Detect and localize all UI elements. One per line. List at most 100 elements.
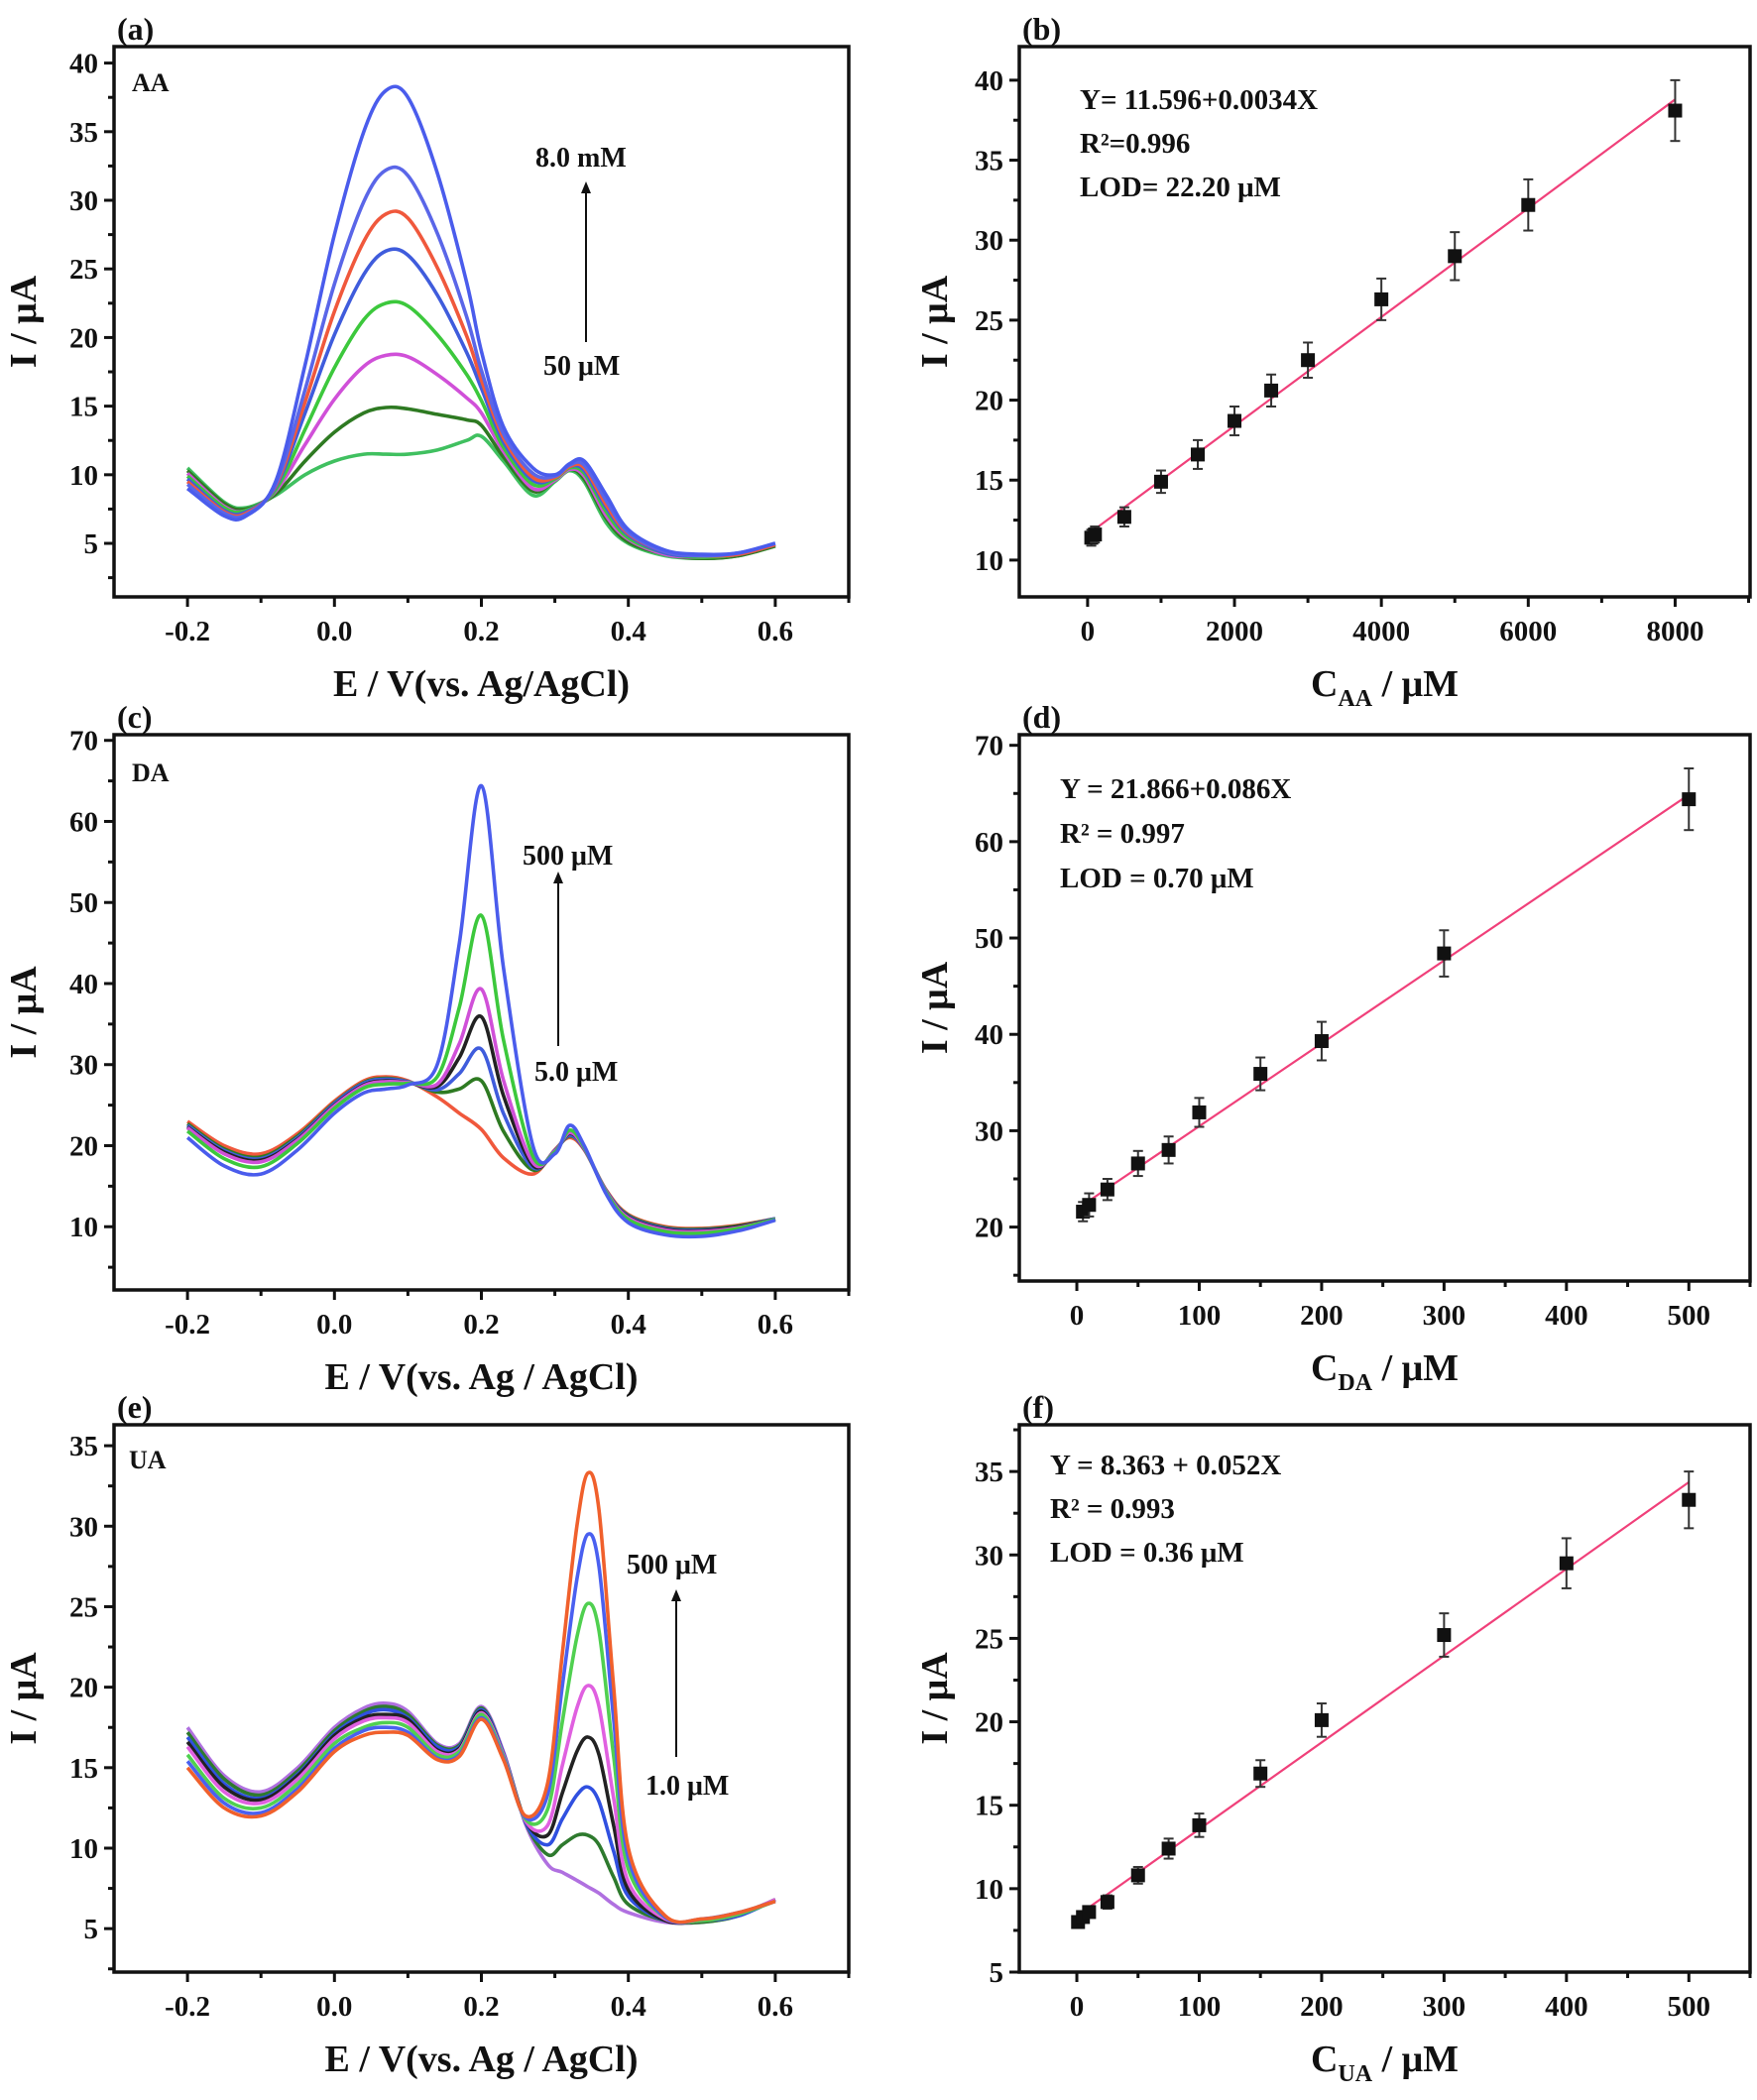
data-point (1682, 792, 1697, 807)
x-axis-label: E / V(vs. Ag/AgCl) (333, 663, 630, 705)
x-tick-label: 0.2 (463, 616, 499, 647)
plot-area (185, 783, 776, 1239)
data-point (1668, 103, 1683, 118)
cv-curve (185, 1704, 776, 1925)
x-tick-label: 0.0 (316, 616, 352, 647)
y-tick-label: 10 (69, 1833, 98, 1865)
y-tick-label: 10 (975, 1874, 1003, 1906)
x-tick-label: 400 (1545, 1300, 1588, 1332)
plot-frame (1017, 733, 1752, 1283)
x-tick-label: 400 (1545, 1991, 1588, 2023)
y-tick-label: 40 (69, 49, 98, 80)
data-point (1153, 474, 1168, 489)
cv-curve (185, 1709, 776, 1925)
x-axis-label: E / V(vs. Ag / AgCl) (324, 2039, 638, 2080)
data-point (1448, 249, 1463, 264)
y-tick-label: 30 (975, 1540, 1003, 1572)
analyte-label: AA (132, 68, 170, 97)
equation-line: LOD= 22.20 μM (1080, 172, 1281, 203)
equation-line: LOD = 0.70 μM (1060, 863, 1254, 894)
y-tick-label: 20 (975, 1213, 1003, 1244)
x-tick-label: 300 (1423, 1991, 1466, 2023)
y-axis-label: I / μA (3, 275, 45, 368)
x-tick-label: 0.0 (316, 1309, 352, 1341)
x-axis-label: CAA / μM (1311, 663, 1459, 712)
data-point (1130, 1156, 1145, 1171)
panel-label: (b) (1022, 11, 1061, 47)
y-tick-label: 5 (990, 1957, 1004, 1989)
panel-label: (f) (1022, 1389, 1054, 1425)
plot-area (1084, 78, 1683, 547)
y-tick-label: 40 (975, 65, 1003, 97)
equation-line: LOD = 0.36 μM (1050, 1537, 1244, 1569)
plot-frame (112, 733, 851, 1292)
panel-label: (c) (117, 699, 153, 735)
data-point (1437, 946, 1452, 961)
y-tick-label: 70 (69, 726, 98, 758)
cv-curve (185, 1470, 776, 1925)
data-point (1088, 527, 1103, 542)
data-point (1192, 1817, 1207, 1832)
arrow-bottom-label: 50 μM (543, 351, 620, 382)
y-tick-label: 60 (69, 806, 98, 838)
y-tick-label: 30 (975, 1115, 1003, 1147)
chart-panel-d: 0 100 200 300 400 500 20 30 40 50 60 70 (d) I / μA CDA… (914, 699, 1752, 1396)
x-axis-label-suffix: / μM (1372, 1347, 1459, 1389)
x-tick-label: 0.2 (463, 1309, 499, 1341)
arrow-up-icon (671, 1589, 681, 1601)
cv-curve (185, 299, 776, 559)
data-point (1437, 1628, 1452, 1643)
cv-curve (185, 1700, 776, 1925)
cv-curve (185, 1601, 776, 1925)
x-tick-label: -0.2 (165, 1309, 210, 1341)
analyte-label: DA (132, 758, 170, 787)
y-tick-label: 10 (69, 460, 98, 492)
data-point (1082, 1198, 1097, 1213)
x-tick-label: 0 (1070, 1300, 1085, 1332)
data-point (1559, 1556, 1574, 1571)
y-axis-label: I / μA (914, 961, 956, 1054)
data-point (1190, 447, 1205, 462)
y-tick-label: 40 (975, 1019, 1003, 1051)
y-tick-label: 20 (69, 322, 98, 354)
y-tick-label: 15 (975, 1791, 1003, 1822)
arrow-top-label: 500 μM (627, 1550, 717, 1580)
y-axis-label: I / μA (914, 1652, 956, 1745)
x-tick-label: 0.4 (611, 616, 646, 647)
fit-line (1082, 793, 1690, 1207)
x-axis-label: CUA / μM (1311, 2039, 1459, 2087)
plot-frame (112, 45, 851, 599)
panel-label: (d) (1022, 699, 1061, 735)
equation-line: Y = 8.363 + 0.052X (1050, 1450, 1281, 1481)
x-tick-label: 200 (1300, 1300, 1344, 1332)
y-tick-label: 15 (69, 392, 98, 423)
plot-area (1076, 767, 1697, 1223)
plot-area (185, 1470, 776, 1925)
plot-area (185, 84, 776, 561)
cv-curve (185, 433, 776, 560)
equation-line: R² = 0.997 (1060, 818, 1185, 850)
data-point (1100, 1182, 1114, 1197)
y-tick-label: 30 (69, 1511, 98, 1543)
x-tick-label: 2000 (1206, 616, 1263, 647)
arrow-up-icon (581, 181, 591, 193)
arrow-up-icon (553, 872, 563, 883)
x-tick-label: 100 (1178, 1991, 1222, 2023)
y-tick-label: 5 (84, 528, 99, 560)
x-tick-label: 0 (1070, 1991, 1085, 2023)
plot-frame (1017, 45, 1752, 599)
chart-panel-f: 0 100 200 300 400 500 5 10 15 20 25 30 35 (f) I / μA CU… (914, 1389, 1752, 2087)
y-tick-label: 30 (69, 185, 98, 217)
y-tick-label: 70 (975, 731, 1003, 762)
data-point (1314, 1034, 1329, 1049)
arrow-top-label: 8.0 mM (535, 143, 627, 174)
y-tick-label: 30 (69, 1050, 98, 1082)
y-tick-label: 20 (975, 1707, 1003, 1739)
x-tick-label: 0.6 (758, 616, 793, 647)
y-tick-label: 35 (69, 117, 98, 149)
x-axis-label-main: C (1311, 663, 1338, 705)
y-tick-label: 25 (69, 254, 98, 286)
cv-curve (185, 913, 776, 1235)
y-axis-label: I / μA (3, 966, 45, 1059)
y-tick-label: 15 (975, 465, 1003, 497)
